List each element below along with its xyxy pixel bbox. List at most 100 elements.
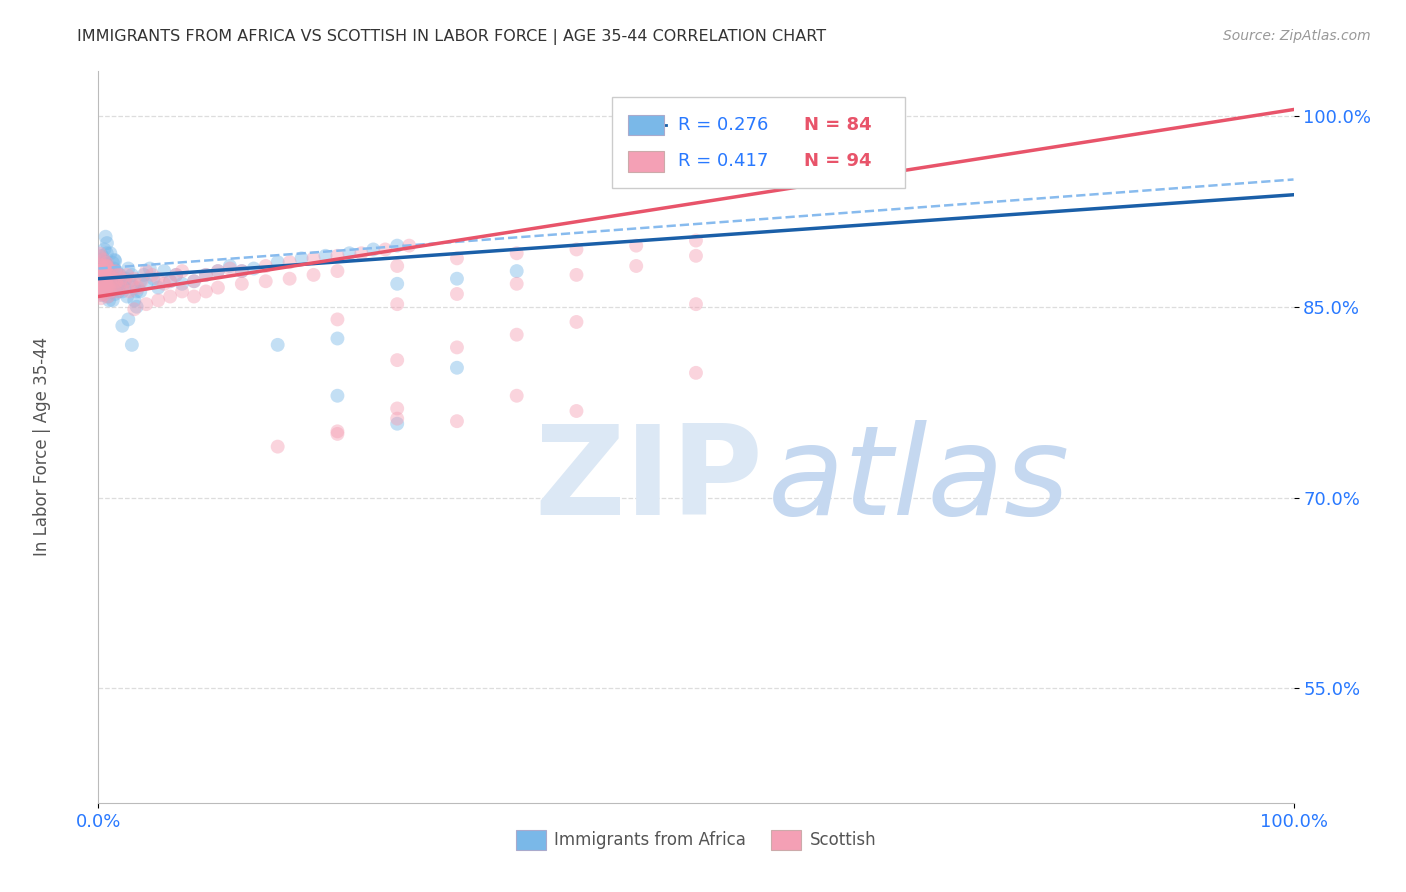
Point xyxy=(506,277,529,291)
Point xyxy=(90,261,112,276)
Point xyxy=(398,238,420,252)
Point xyxy=(98,280,121,294)
Point xyxy=(91,271,114,285)
Point xyxy=(90,269,112,284)
Point xyxy=(89,263,111,277)
Point xyxy=(93,264,115,278)
Point xyxy=(97,274,120,288)
Point xyxy=(117,312,139,326)
Point xyxy=(89,279,111,293)
Point xyxy=(89,275,111,289)
Point xyxy=(565,315,588,329)
Point xyxy=(98,285,122,299)
Point xyxy=(96,268,118,282)
Point xyxy=(385,277,409,291)
Text: ZIP: ZIP xyxy=(534,420,763,541)
Point xyxy=(446,252,468,266)
Point xyxy=(110,277,132,291)
Point xyxy=(326,249,349,263)
Point xyxy=(89,246,111,260)
FancyBboxPatch shape xyxy=(628,114,664,135)
Point xyxy=(565,243,588,257)
Point xyxy=(103,280,125,294)
Text: In Labor Force | Age 35-44: In Labor Force | Age 35-44 xyxy=(34,336,51,556)
Point xyxy=(111,318,134,333)
Point xyxy=(385,259,409,273)
Point xyxy=(172,277,194,291)
Point xyxy=(117,261,139,276)
Point xyxy=(90,272,112,286)
Point xyxy=(135,277,157,291)
Legend: Immigrants from Africa, Scottish: Immigrants from Africa, Scottish xyxy=(509,823,883,856)
Point xyxy=(96,283,118,297)
Point xyxy=(350,246,373,260)
Point xyxy=(89,252,111,267)
Point xyxy=(326,389,349,403)
Point xyxy=(207,264,229,278)
Point xyxy=(100,285,122,299)
Point xyxy=(89,281,111,295)
Point xyxy=(100,264,122,278)
Point xyxy=(89,284,111,298)
Point xyxy=(278,255,301,269)
Point xyxy=(125,285,148,299)
Point xyxy=(98,268,122,282)
Point xyxy=(91,270,114,285)
Point xyxy=(254,274,277,288)
Point xyxy=(326,331,349,345)
Point xyxy=(141,268,163,282)
Point xyxy=(446,271,468,285)
Point xyxy=(96,285,118,299)
Point xyxy=(159,289,181,303)
Point xyxy=(97,289,120,303)
Point xyxy=(90,269,112,284)
Point xyxy=(94,259,117,273)
Point xyxy=(89,263,111,277)
Point xyxy=(91,281,114,295)
Point xyxy=(446,340,468,354)
Point xyxy=(124,302,146,317)
Point xyxy=(124,271,146,285)
Point xyxy=(94,257,117,271)
Point xyxy=(115,268,138,282)
Point xyxy=(91,270,114,285)
Point xyxy=(93,281,115,295)
Point xyxy=(94,264,117,278)
Point xyxy=(115,289,138,303)
Point xyxy=(565,268,588,282)
Point xyxy=(159,274,181,288)
Point xyxy=(91,259,114,273)
Point xyxy=(89,285,111,300)
Point xyxy=(103,252,125,267)
Point xyxy=(96,246,118,260)
Point xyxy=(89,288,111,302)
Point xyxy=(685,297,707,311)
Point xyxy=(385,353,409,368)
Point xyxy=(89,269,111,284)
Point xyxy=(90,291,112,305)
Point xyxy=(97,282,120,296)
Point xyxy=(93,252,115,267)
Point xyxy=(93,269,115,284)
Point xyxy=(91,276,114,290)
Point xyxy=(195,268,218,282)
Point xyxy=(207,264,229,278)
Point xyxy=(89,249,111,263)
Point xyxy=(91,271,114,285)
Text: atlas: atlas xyxy=(768,420,1070,541)
Point xyxy=(302,252,325,266)
Point xyxy=(93,269,115,284)
Point xyxy=(291,252,314,266)
Point xyxy=(91,288,114,302)
Point xyxy=(114,280,136,294)
Point xyxy=(89,257,111,271)
Point xyxy=(89,281,111,295)
Point xyxy=(93,285,115,299)
Point xyxy=(183,274,205,288)
Point xyxy=(243,261,266,276)
Point xyxy=(91,287,114,301)
Point xyxy=(565,404,588,418)
Point xyxy=(98,277,121,291)
Point xyxy=(90,266,112,280)
Point xyxy=(96,280,118,294)
